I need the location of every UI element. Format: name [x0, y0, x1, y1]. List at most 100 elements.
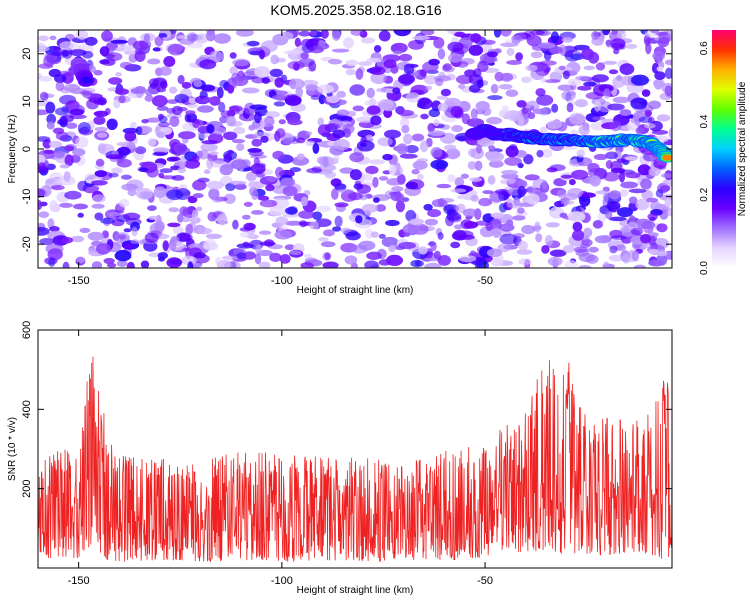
heatmap-noise-blob — [97, 97, 107, 106]
heatmap-noise-blob — [537, 42, 556, 49]
colorbar-label: Normalized spectral amplitude — [737, 81, 748, 216]
heatmap-noise-blob — [38, 154, 46, 165]
heatmap-noise-blob — [578, 264, 592, 268]
heatmap-noise-blob — [402, 223, 420, 235]
heatmap-noise-blob — [470, 195, 479, 202]
heatmap-noise-blob — [366, 251, 382, 260]
heatmap-noise-blob — [668, 127, 672, 140]
heatmap-noise-blob — [658, 31, 671, 43]
heatmap-noise-blob — [168, 156, 181, 162]
heatmap-noise-blob — [186, 32, 198, 43]
heatmap-noise-blob — [588, 246, 599, 253]
heatmap-noise-blob — [243, 251, 256, 260]
heatmap-noise-blob — [455, 203, 466, 214]
heatmap-noise-blob — [595, 190, 609, 195]
heatmap-noise-blob — [365, 165, 379, 175]
snr-x-tick-label: -100 — [271, 575, 293, 587]
heatmap-noise-blob — [572, 221, 583, 232]
heatmap-noise-blob — [223, 153, 233, 163]
heatmap-noise-blob — [110, 39, 128, 44]
heatmap-noise-blob — [349, 84, 366, 96]
heatmap-noise-blob — [561, 90, 576, 101]
heatmap-noise-blob — [232, 58, 250, 67]
heatmap-noise-blob — [284, 220, 303, 226]
heatmap-noise-blob — [393, 30, 412, 37]
heatmap-noise-blob — [356, 116, 374, 123]
heatmap-noise-blob — [323, 229, 335, 237]
heatmap-noise-blob — [612, 76, 626, 88]
heatmap-noise-blob — [196, 227, 213, 235]
heatmap-noise-blob — [53, 46, 61, 52]
heatmap-noise-blob — [418, 246, 428, 255]
heatmap-noise-blob — [140, 260, 150, 268]
heatmap-noise-blob — [588, 168, 603, 178]
heatmap-noise-blob — [460, 173, 469, 179]
heatmap-noise-blob — [530, 68, 545, 81]
heatmap-noise-blob — [425, 85, 433, 91]
heatmap-noise-blob — [506, 198, 513, 203]
heatmap-noise-blob — [303, 253, 312, 258]
heatmap-noise-blob — [275, 128, 286, 139]
snr-y-axis-label: SNR (10 * v/v) — [7, 417, 18, 481]
heatmap-noise-blob — [353, 183, 364, 190]
heatmap-noise-blob — [608, 69, 619, 75]
heatmap-noise-blob — [308, 61, 317, 72]
heatmap-noise-blob — [450, 241, 461, 249]
heatmap-noise-blob — [470, 33, 482, 43]
heatmap-noise-blob — [562, 244, 575, 253]
heatmap-noise-blob — [148, 215, 159, 221]
heatmap-noise-blob — [173, 142, 188, 154]
colorbar-tick-label: 0.0 — [699, 261, 710, 275]
heatmap-noise-blob — [219, 116, 228, 124]
heatmap-noise-blob — [187, 261, 194, 268]
heatmap-noise-blob — [405, 145, 419, 154]
heatmap-noise-blob — [591, 74, 609, 83]
heatmap-noise-blob — [317, 84, 334, 94]
heatmap-noise-blob — [605, 151, 618, 160]
heatmap-noise-blob — [274, 77, 285, 88]
heatmap-noise-blob — [45, 178, 56, 184]
heatmap-noise-blob — [91, 261, 103, 268]
heatmap-noise-blob — [655, 250, 668, 257]
heatmap-noise-blob — [355, 215, 363, 224]
heatmap-noise-blob — [619, 63, 635, 75]
heatmap-noise-blob — [539, 126, 548, 134]
heatmap-noise-blob — [65, 122, 78, 129]
heatmap-noise-blob — [318, 164, 337, 172]
heatmap-noise-blob — [191, 155, 200, 163]
heatmap-noise-blob — [229, 180, 247, 185]
heatmap-noise-blob — [273, 101, 286, 107]
heatmap-noise-blob — [512, 215, 526, 221]
heatmap-noise-blob — [525, 193, 540, 205]
heatmap-noise-blob — [447, 174, 456, 183]
heatmap-noise-blob — [301, 196, 308, 207]
heatmap-noise-blob — [209, 50, 224, 63]
heatmap-noise-blob — [378, 176, 389, 181]
heatmap-noise-blob — [561, 36, 573, 43]
heatmap-noise-blob — [254, 253, 262, 265]
heatmap-noise-blob — [650, 201, 662, 211]
heatmap-noise-blob — [242, 214, 251, 220]
heatmap-noise-blob — [544, 235, 553, 247]
heatmap-noise-blob — [345, 59, 359, 66]
heatmap-noise-blob — [443, 144, 457, 151]
heatmap-noise-blob — [315, 218, 332, 227]
heatmap-noise-blob — [645, 105, 654, 112]
heatmap-blobs — [38, 30, 672, 268]
heatmap-noise-blob — [163, 56, 176, 67]
heatmap-noise-blob — [293, 62, 300, 71]
heatmap-noise-blob — [272, 150, 285, 160]
heatmap-noise-blob — [80, 90, 93, 96]
heatmap-noise-blob — [53, 150, 65, 159]
heatmap-noise-blob — [236, 143, 245, 152]
heatmap-noise-blob — [644, 123, 656, 129]
heatmap-noise-blob — [567, 188, 584, 198]
heatmap-noise-blob — [440, 88, 451, 97]
heatmap-noise-blob — [560, 174, 573, 179]
heatmap-noise-blob — [223, 131, 238, 141]
heatmap-noise-blob — [659, 185, 671, 192]
heatmap-noise-blob — [589, 175, 601, 187]
heatmap-noise-blob — [501, 169, 518, 175]
heatmap-noise-blob — [635, 198, 650, 211]
